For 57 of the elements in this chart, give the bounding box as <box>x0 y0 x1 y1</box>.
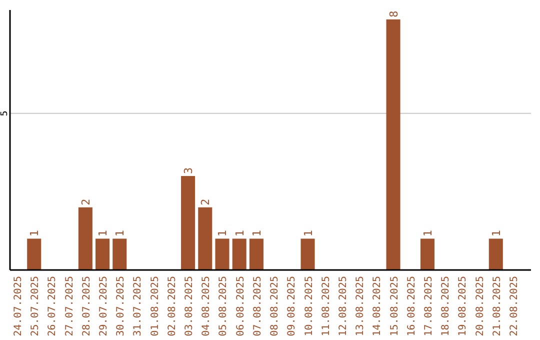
data-label: 1 <box>250 230 264 237</box>
bar <box>420 238 434 270</box>
x-tick-label: 26.07.2025 <box>47 276 58 336</box>
x-tick-label: 11.08.2025 <box>320 276 332 336</box>
x-tick-label: 16.08.2025 <box>406 276 418 336</box>
data-label: 3 <box>182 167 196 174</box>
x-tick-label: 13.08.2025 <box>355 276 366 336</box>
data-label: 1 <box>233 230 246 237</box>
x-tick-label: 20.08.2025 <box>474 276 486 336</box>
x-tick-label: 21.08.2025 <box>492 276 503 336</box>
data-label: 1 <box>114 230 127 237</box>
bar <box>96 238 110 270</box>
x-tick-label: 18.08.2025 <box>440 276 452 336</box>
x-tick-label: 07.08.2025 <box>252 276 264 336</box>
bar <box>27 238 42 270</box>
x-tick-label: 05.08.2025 <box>218 276 230 336</box>
x-tick-label: 17.08.2025 <box>423 276 434 336</box>
x-tick-label: 22.08.2025 <box>508 276 520 336</box>
bar <box>300 238 315 270</box>
data-label: 1 <box>421 230 434 237</box>
x-tick-label: 15.08.2025 <box>389 276 400 336</box>
data-label: 2 <box>79 198 92 206</box>
bar <box>386 19 400 270</box>
x-tick-label: 29.07.2025 <box>98 276 110 336</box>
x-tick-label: 27.07.2025 <box>64 276 76 336</box>
x-tick-label: 24.07.2025 <box>13 276 24 336</box>
x-tick-label: 14.08.2025 <box>372 276 384 336</box>
x-tick-label: 04.08.2025 <box>201 276 212 336</box>
data-label: 1 <box>302 230 315 237</box>
bar <box>488 238 503 270</box>
data-label: 1 <box>216 230 230 237</box>
x-tick-label: 02.08.2025 <box>166 276 178 336</box>
bar <box>249 238 264 270</box>
bar <box>112 238 127 270</box>
y-tick-label: 5 <box>0 110 10 116</box>
x-tick-label: 01.08.2025 <box>150 276 161 336</box>
x-tick-label: 25.07.2025 <box>30 276 42 336</box>
bar <box>78 207 92 270</box>
data-label: 1 <box>96 230 110 237</box>
x-tick-label: 12.08.2025 <box>338 276 349 336</box>
x-tick-label: 09.08.2025 <box>286 276 298 336</box>
data-label: 1 <box>28 230 42 237</box>
x-tick-label: 03.08.2025 <box>184 276 196 336</box>
data-label: 8 <box>387 10 400 18</box>
data-label: 2 <box>199 198 212 206</box>
bar <box>215 238 230 270</box>
bar <box>181 176 196 270</box>
bar <box>232 238 246 270</box>
x-tick-label: 08.08.2025 <box>270 276 281 336</box>
x-tick-label: 06.08.2025 <box>235 276 246 336</box>
x-tick-label: 31.07.2025 <box>132 276 144 336</box>
data-label: 1 <box>490 230 503 237</box>
x-tick-label: 28.07.2025 <box>81 276 92 336</box>
x-tick-label: 30.07.2025 <box>116 276 127 336</box>
x-tick-label: 10.08.2025 <box>304 276 315 336</box>
x-tick-label: 19.08.2025 <box>458 276 469 336</box>
bar <box>198 207 212 270</box>
